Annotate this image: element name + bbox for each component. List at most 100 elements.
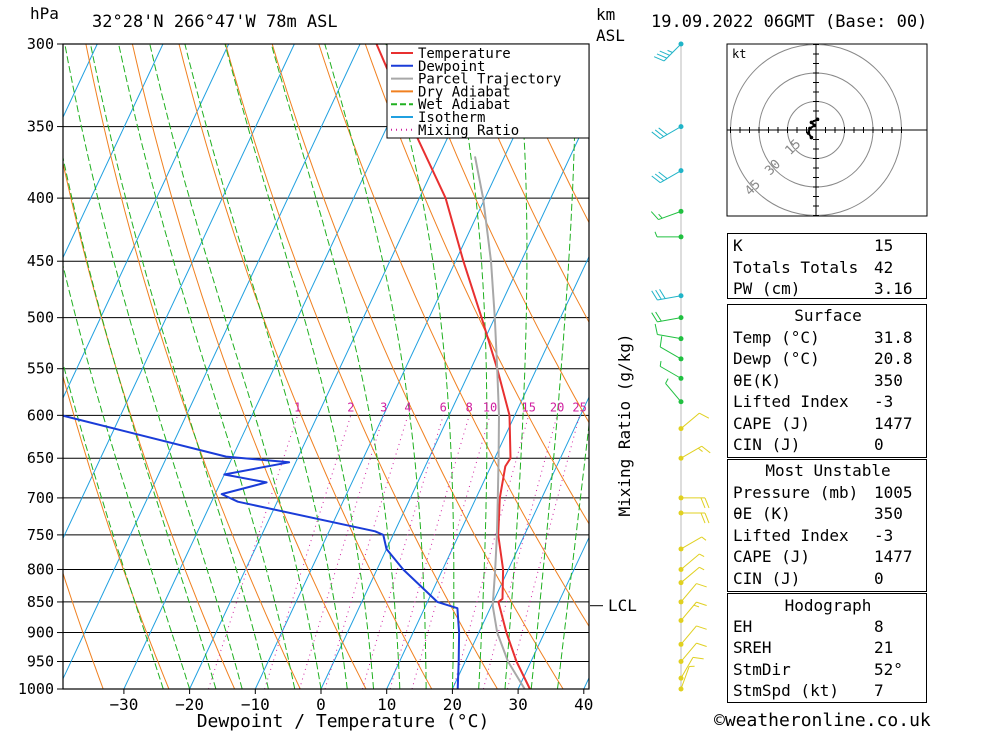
wind-barb-feather [692, 656, 704, 660]
index-value: 0 [874, 569, 884, 588]
index-label: EH [733, 617, 753, 636]
index-label: CAPE (J) [733, 547, 811, 566]
index-label: θE (K) [733, 504, 791, 523]
wind-barb-feather [656, 53, 668, 59]
wind-barb-feather [704, 497, 710, 509]
pressure-tick-label: 300 [27, 35, 54, 53]
index-value: 42 [874, 258, 894, 277]
mixing-ratio-label: 2 [347, 400, 354, 414]
wet-adiabat-line [90, 44, 269, 689]
isotherm-line [254, 44, 558, 689]
legend-entry: Mixing Ratio [418, 123, 519, 139]
legend-entry: Parcel Trajectory [418, 72, 561, 88]
wet-adiabat-line [184, 44, 348, 689]
wet-adiabat-line [270, 44, 401, 689]
pressure-tick-label: 350 [27, 118, 54, 136]
wind-barb [678, 536, 707, 552]
wind-barb-feather [659, 289, 666, 299]
legend-entry: Isotherm [418, 110, 485, 126]
mixing-ratio-label: 20 [550, 400, 564, 414]
wind-barb-half-feather [699, 553, 705, 558]
indices-surface-table: Surface Temp (°C) 31.8 Dewp (°C) 20.8 θE(K… [727, 304, 927, 458]
wet-adiabat-line [63, 263, 191, 689]
hodograph-point [809, 135, 814, 140]
index-label: Dewp (°C) [733, 349, 820, 368]
pressure-tick-label: 400 [27, 189, 54, 207]
wind-barb-staff [680, 642, 697, 662]
pressure-tick-label: 650 [27, 449, 54, 467]
wet-adiabat-line [64, 44, 243, 689]
wet-adiabat-line [530, 44, 577, 689]
wind-barb-feather [650, 211, 659, 220]
dry-adiabat-line [63, 160, 236, 689]
wind-barb-feather [655, 311, 662, 322]
index-value: 350 [874, 504, 903, 523]
mixing-ratio-label: 4 [404, 400, 411, 414]
wind-barb-half-feather [693, 604, 700, 608]
wind-barb-feather [696, 583, 707, 588]
wind-barb [678, 642, 707, 665]
wind-barb [651, 289, 684, 301]
wet-adiabat-line [504, 44, 528, 689]
wind-barb-staff [658, 210, 682, 221]
dry-adiabat-line [971, 44, 1000, 689]
temperature-tick-label: 10 [377, 695, 396, 714]
wind-barb [678, 495, 710, 509]
section-heading: Surface [794, 306, 862, 325]
wind-barb-staff [680, 536, 703, 550]
hodograph-point [808, 126, 812, 131]
mixing-ratio-line [264, 415, 352, 689]
dry-adiabat-line [411, 44, 589, 424]
wet-adiabat-line [118, 44, 296, 689]
index-value: -3 [874, 392, 894, 411]
index-value: 21 [874, 638, 894, 657]
wind-barb-feather [654, 173, 664, 182]
index-label: SREH [733, 638, 772, 657]
hodograph-point [812, 123, 817, 128]
pressure-tick-label: 900 [27, 624, 54, 642]
wind-barb [653, 41, 684, 62]
wind-barb [651, 124, 684, 140]
wind-barb-feather [654, 323, 658, 335]
wind-barb [659, 336, 684, 362]
wind-barb [651, 311, 684, 323]
wind-barb [665, 378, 684, 405]
index-value: -3 [874, 526, 894, 545]
dewpoint-line [63, 414, 461, 689]
mixing-ratio-line [324, 415, 409, 689]
wind-barb-feather [700, 497, 706, 509]
wind-barb-feather [704, 512, 710, 524]
wind-barb-half-feather [665, 378, 669, 384]
plot-frame [62, 43, 590, 690]
temperature-tick-label: 40 [574, 695, 593, 714]
legend-entry: Temperature [418, 46, 511, 62]
section-heading: Most Unstable [765, 461, 891, 480]
hodograph-unit-label: kt [732, 47, 746, 61]
pressure-tick-label: 1000 [18, 680, 54, 698]
pressure-tick-label: 550 [27, 360, 54, 378]
x-axis-label: Dewpoint / Temperature (°C) [197, 711, 490, 732]
height-unit-asl: ASL [596, 26, 625, 45]
index-value: 350 [874, 371, 903, 390]
index-value: 1005 [874, 483, 913, 502]
temperature-tick-label: 20 [443, 695, 462, 714]
isotherm-line [320, 115, 589, 689]
wind-barb-staff [680, 553, 700, 570]
index-label: θE(K) [733, 371, 782, 390]
wind-barb [678, 412, 710, 432]
dry-adiabat-line [63, 374, 170, 689]
dry-adiabat-line [504, 44, 589, 224]
index-value: 8 [874, 617, 884, 636]
legend-entry: Wet Adiabat [418, 97, 511, 113]
temperature-line [375, 44, 531, 689]
temperature-tick-label: 30 [508, 695, 527, 714]
dry-adiabat-line [131, 44, 367, 689]
index-label: Lifted Index [733, 526, 849, 545]
location-title: 32°28'N 266°47'W 78m ASL [92, 12, 338, 32]
wind-barb-staff [680, 412, 700, 429]
wind-barb-dot [678, 124, 684, 130]
pressure-tick-label: 950 [27, 653, 54, 671]
index-label: StmDir [733, 660, 791, 679]
mixing-ratio-line [482, 415, 558, 689]
index-value: 20.8 [874, 349, 913, 368]
